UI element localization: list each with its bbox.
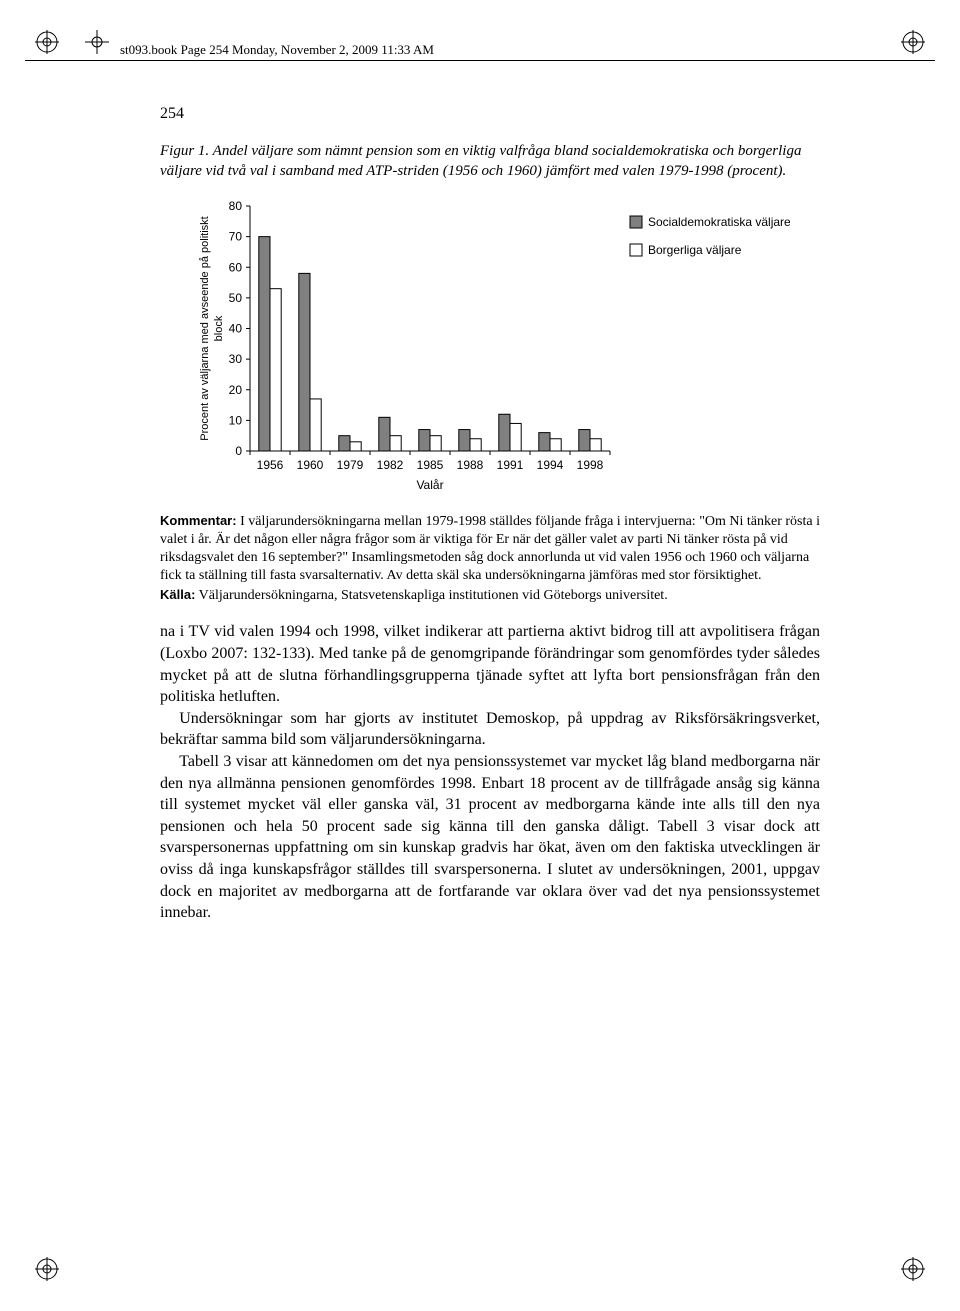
svg-text:block: block xyxy=(213,315,225,341)
svg-text:1994: 1994 xyxy=(537,458,564,472)
bar-chart: 0 10 20 30 40 50 60 70 80 Procent av väljarna med… xyxy=(190,196,820,501)
svg-text:50: 50 xyxy=(229,290,243,304)
svg-text:Procent av väljarna med avseen: Procent av väljarna med avseende på poli… xyxy=(199,216,211,440)
svg-text:1985: 1985 xyxy=(417,458,444,472)
svg-text:10: 10 xyxy=(229,413,243,427)
svg-text:1998: 1998 xyxy=(577,458,604,472)
svg-text:1956: 1956 xyxy=(257,458,284,472)
kalla-label: Källa: xyxy=(160,587,195,602)
reg-mark-br xyxy=(901,1257,925,1281)
paragraph-3: Tabell 3 visar att kännedomen om det nya… xyxy=(160,751,820,924)
figure-caption-text: Andel väljare som nämnt pension som en v… xyxy=(160,143,801,179)
svg-text:60: 60 xyxy=(229,260,243,274)
reg-mark-tr xyxy=(901,30,925,54)
svg-text:30: 30 xyxy=(229,352,243,366)
kalla-text: Väljarundersökningarna, Statsvetenskapli… xyxy=(199,588,668,603)
svg-text:40: 40 xyxy=(229,321,243,335)
svg-text:1988: 1988 xyxy=(457,458,484,472)
kommentar-block: Kommentar: I väljarundersökningarna mell… xyxy=(160,513,820,586)
paragraph-2: Undersökningar som har gjorts av institu… xyxy=(160,708,820,751)
svg-text:Socialdemokratiska väljare: Socialdemokratiska väljare xyxy=(648,215,790,229)
svg-text:20: 20 xyxy=(229,382,243,396)
paragraph-1: na i TV vid valen 1994 och 1998, vilket … xyxy=(160,621,820,707)
page-number: 254 xyxy=(160,105,820,123)
reg-mark-tl2 xyxy=(85,30,109,54)
kommentar-label: Kommentar: xyxy=(160,513,237,528)
figure-caption: Figur 1. Andel väljare som nämnt pension… xyxy=(160,141,820,182)
svg-text:1982: 1982 xyxy=(377,458,404,472)
svg-text:Borgerliga väljare: Borgerliga väljare xyxy=(648,243,742,257)
reg-mark-tl xyxy=(35,30,59,54)
page-header-info: st093.book Page 254 Monday, November 2, … xyxy=(120,42,434,58)
kalla-block: Källa: Väljarundersökningarna, Statsvete… xyxy=(160,587,820,605)
svg-text:Valår: Valår xyxy=(416,478,443,492)
kommentar-text: I väljarundersökningarna mellan 1979-199… xyxy=(160,514,820,584)
body-text: na i TV vid valen 1994 och 1998, vilket … xyxy=(160,621,820,923)
reg-mark-bl xyxy=(35,1257,59,1281)
svg-text:0: 0 xyxy=(235,444,242,458)
svg-text:1979: 1979 xyxy=(337,458,364,472)
figure-label: Figur 1. xyxy=(160,143,209,159)
svg-text:1960: 1960 xyxy=(297,458,324,472)
svg-text:80: 80 xyxy=(229,199,243,213)
header-rule xyxy=(25,60,935,61)
svg-text:70: 70 xyxy=(229,229,243,243)
svg-text:1991: 1991 xyxy=(497,458,524,472)
